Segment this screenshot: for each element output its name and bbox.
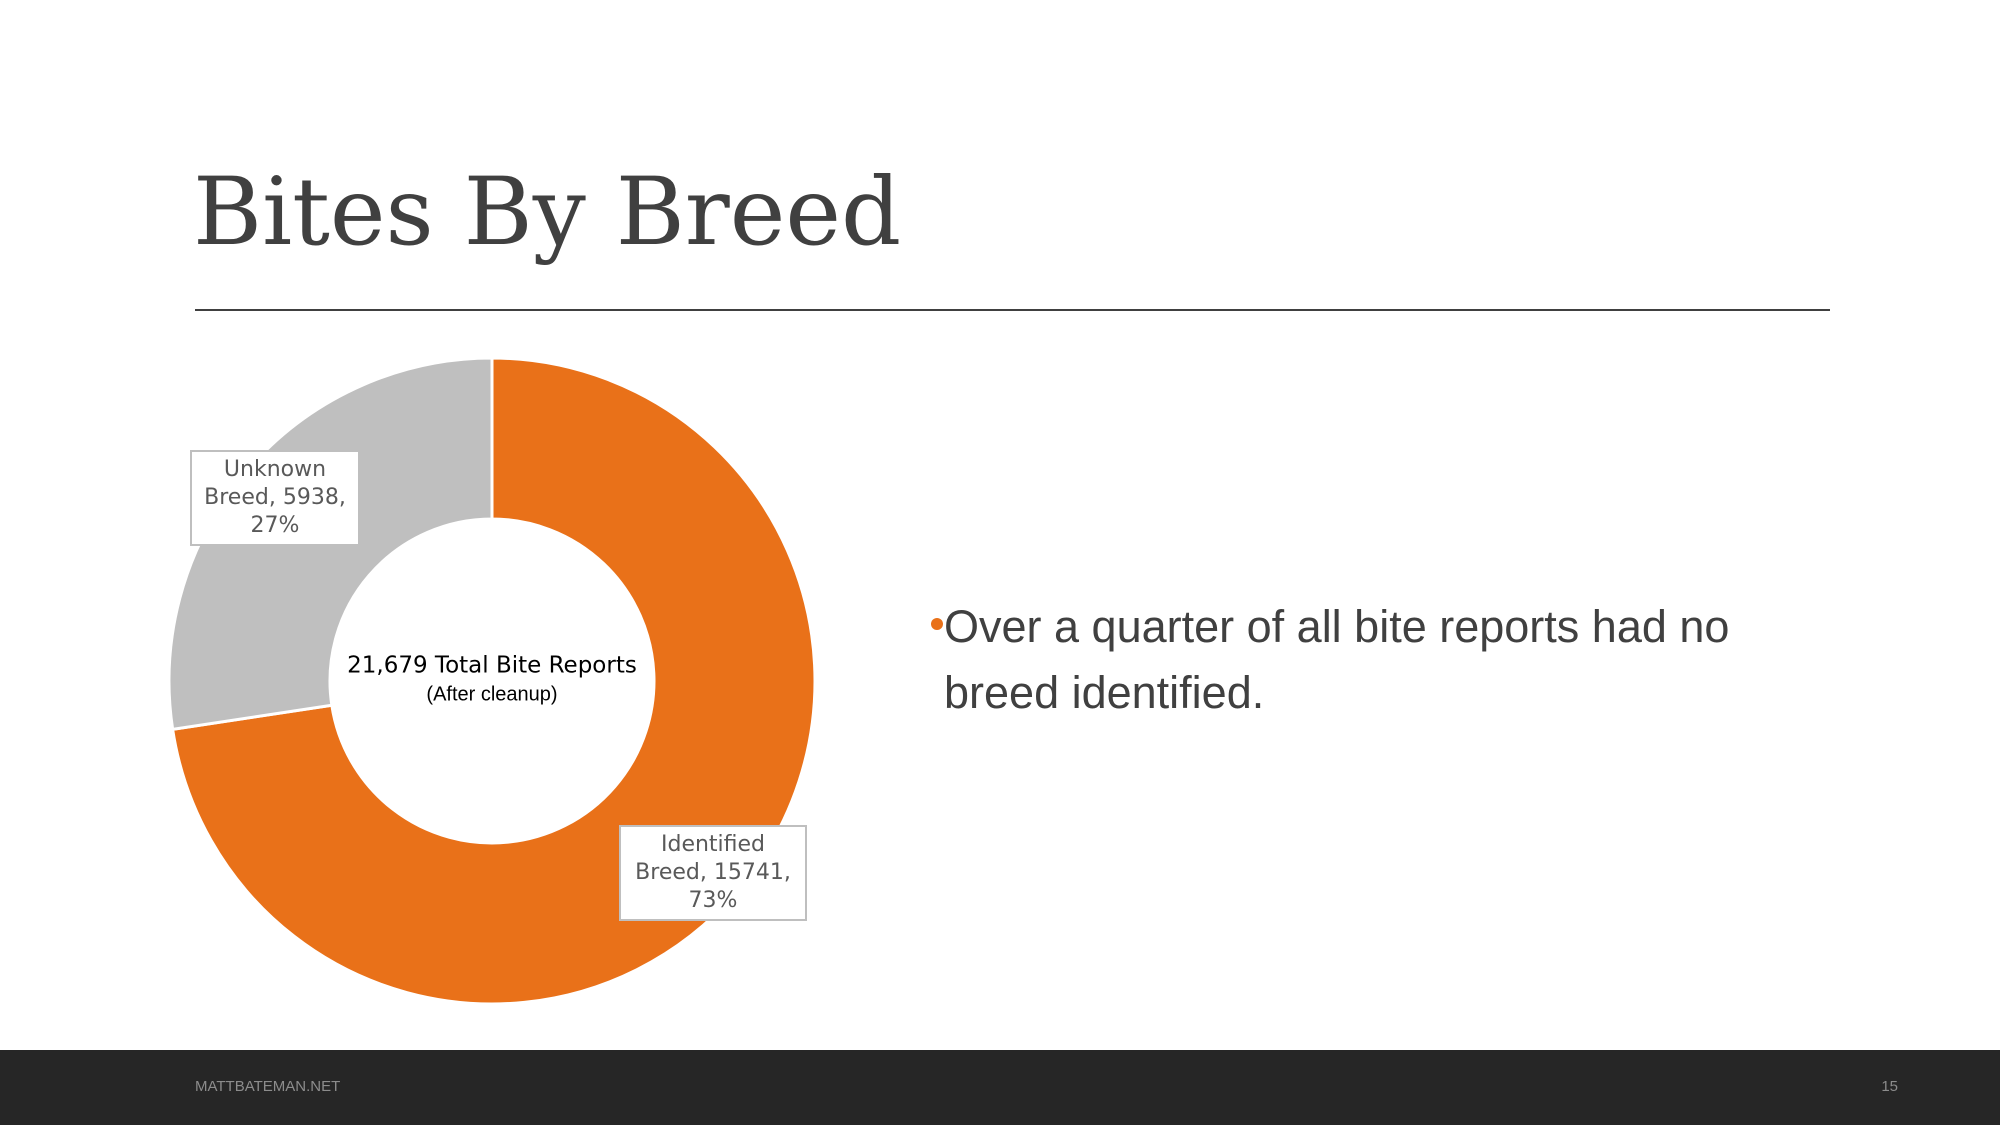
center-annotation: 21,679 Total Bite Reports bbox=[347, 653, 637, 679]
bullet-text: Over a quarter of all bite reports had n… bbox=[944, 601, 1730, 718]
data-label: Identified Breed, 15741, 73% bbox=[619, 825, 807, 921]
center-annotation: (After cleanup) bbox=[426, 683, 557, 705]
slide-title: Bites By Breed bbox=[193, 158, 902, 267]
title-rule bbox=[195, 309, 1830, 311]
page-number: 15 bbox=[1881, 1078, 1898, 1095]
bullet-marker bbox=[931, 618, 943, 630]
chart: 21,679 Total Bite Reports (After cleanup) bbox=[167, 356, 817, 1006]
footer: MATTBATEMAN.NET 15 bbox=[0, 1050, 2000, 1125]
footer-text: MATTBATEMAN.NET bbox=[195, 1078, 341, 1095]
data-label: Unknown Breed, 5938, 27% bbox=[190, 450, 360, 546]
